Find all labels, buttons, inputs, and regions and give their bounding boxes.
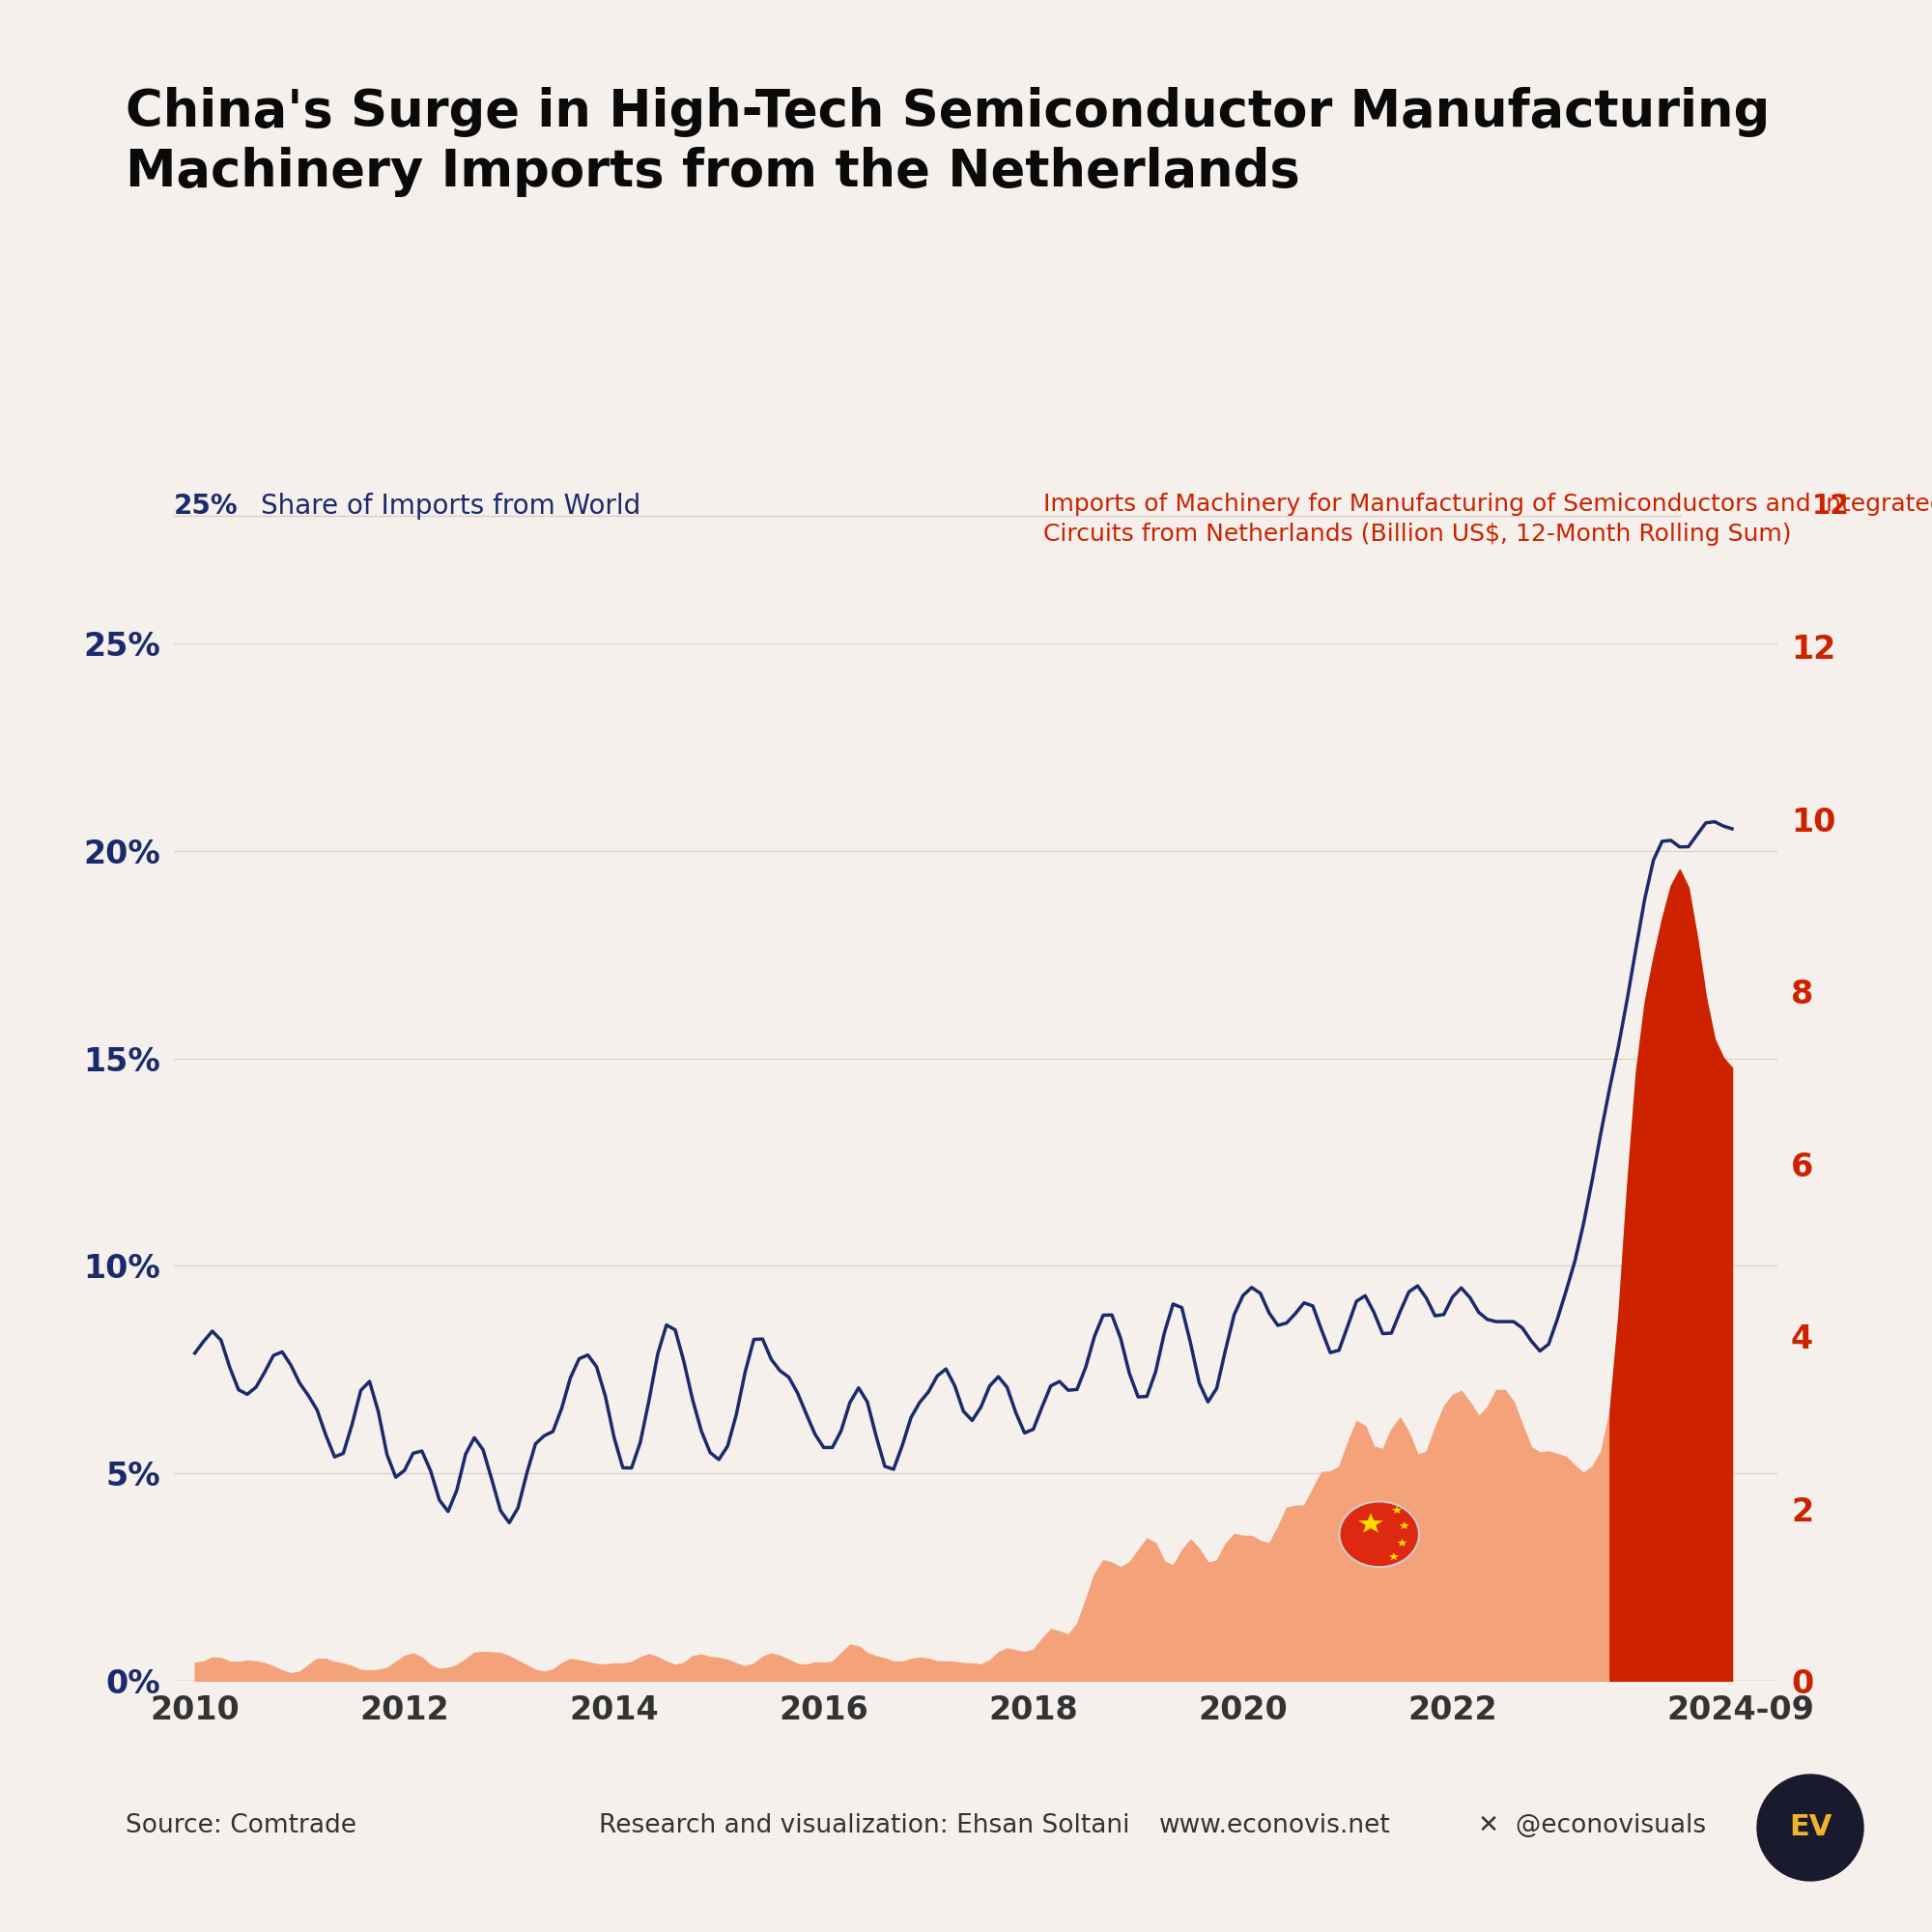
Polygon shape [1389,1553,1399,1561]
Text: 25%: 25% [174,493,238,520]
Text: Source: Comtrade: Source: Comtrade [126,1812,355,1839]
Text: www.econovis.net: www.econovis.net [1159,1812,1391,1839]
Circle shape [1756,1774,1864,1882]
Polygon shape [1358,1513,1383,1532]
Text: China's Surge in High-Tech Semiconductor Manufacturing
Machinery Imports from th: China's Surge in High-Tech Semiconductor… [126,87,1770,197]
Text: Share of Imports from World: Share of Imports from World [261,493,641,520]
Polygon shape [1391,1505,1403,1513]
Polygon shape [1397,1538,1406,1546]
Text: Imports of Machinery for Manufacturing of Semiconductors and Integrated
Circuits: Imports of Machinery for Manufacturing o… [1043,493,1932,545]
Text: Research and visualization: Ehsan Soltani: Research and visualization: Ehsan Soltan… [599,1812,1130,1839]
Text: EV: EV [1789,1814,1832,1841]
Text: 12: 12 [1812,493,1849,520]
Polygon shape [1399,1520,1408,1528]
Circle shape [1339,1501,1418,1567]
Text: ✕  @econovisuals: ✕ @econovisuals [1478,1812,1706,1839]
